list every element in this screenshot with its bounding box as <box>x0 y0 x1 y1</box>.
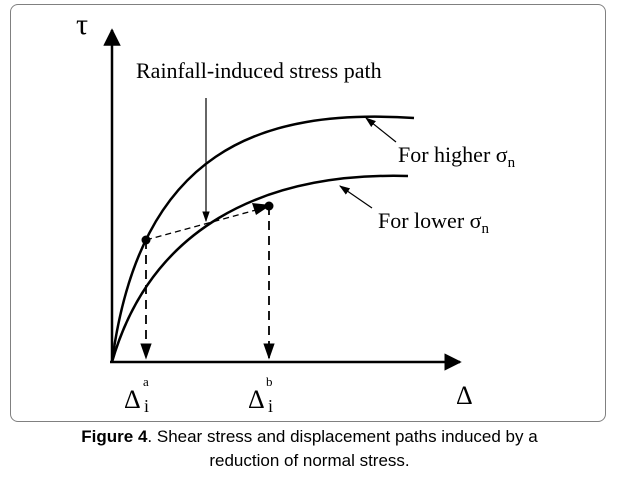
lower-sigma-label: For lower σn <box>378 208 490 237</box>
delta-a-label: Δ <box>124 385 141 414</box>
delta-b-label: Δ <box>248 385 265 414</box>
y-axis-label: τ <box>76 8 88 41</box>
stress-path-diagram: τ Δ Rainfall-induced stress path For hig… <box>76 8 516 416</box>
lower-label-leader <box>339 185 373 209</box>
figure-caption: Figure 4. Shear stress and displacement … <box>0 425 619 473</box>
higher-label-leader <box>365 117 397 143</box>
path-label: Rainfall-induced stress path <box>136 58 382 83</box>
higher-sigma-curve <box>110 115 415 363</box>
x-axis-label: Δ <box>456 381 473 410</box>
lower-sigma-curve <box>110 174 409 363</box>
caption-line-2: reduction of normal stress. <box>209 451 410 470</box>
delta-b-superscript: b <box>266 374 273 389</box>
figure-frame <box>10 4 606 422</box>
stress-path-line <box>145 209 257 241</box>
delta-b-subscript: i <box>268 396 273 416</box>
caption-text: . Shear stress and displacement paths in… <box>147 427 538 446</box>
delta-a-subscript: i <box>144 396 149 416</box>
delta-a-superscript: a <box>143 374 149 389</box>
higher-sigma-label: For higher σn <box>398 142 516 171</box>
caption-label: Figure 4 <box>81 427 148 446</box>
caption-line-1: Figure 4. Shear stress and displacement … <box>0 425 619 449</box>
